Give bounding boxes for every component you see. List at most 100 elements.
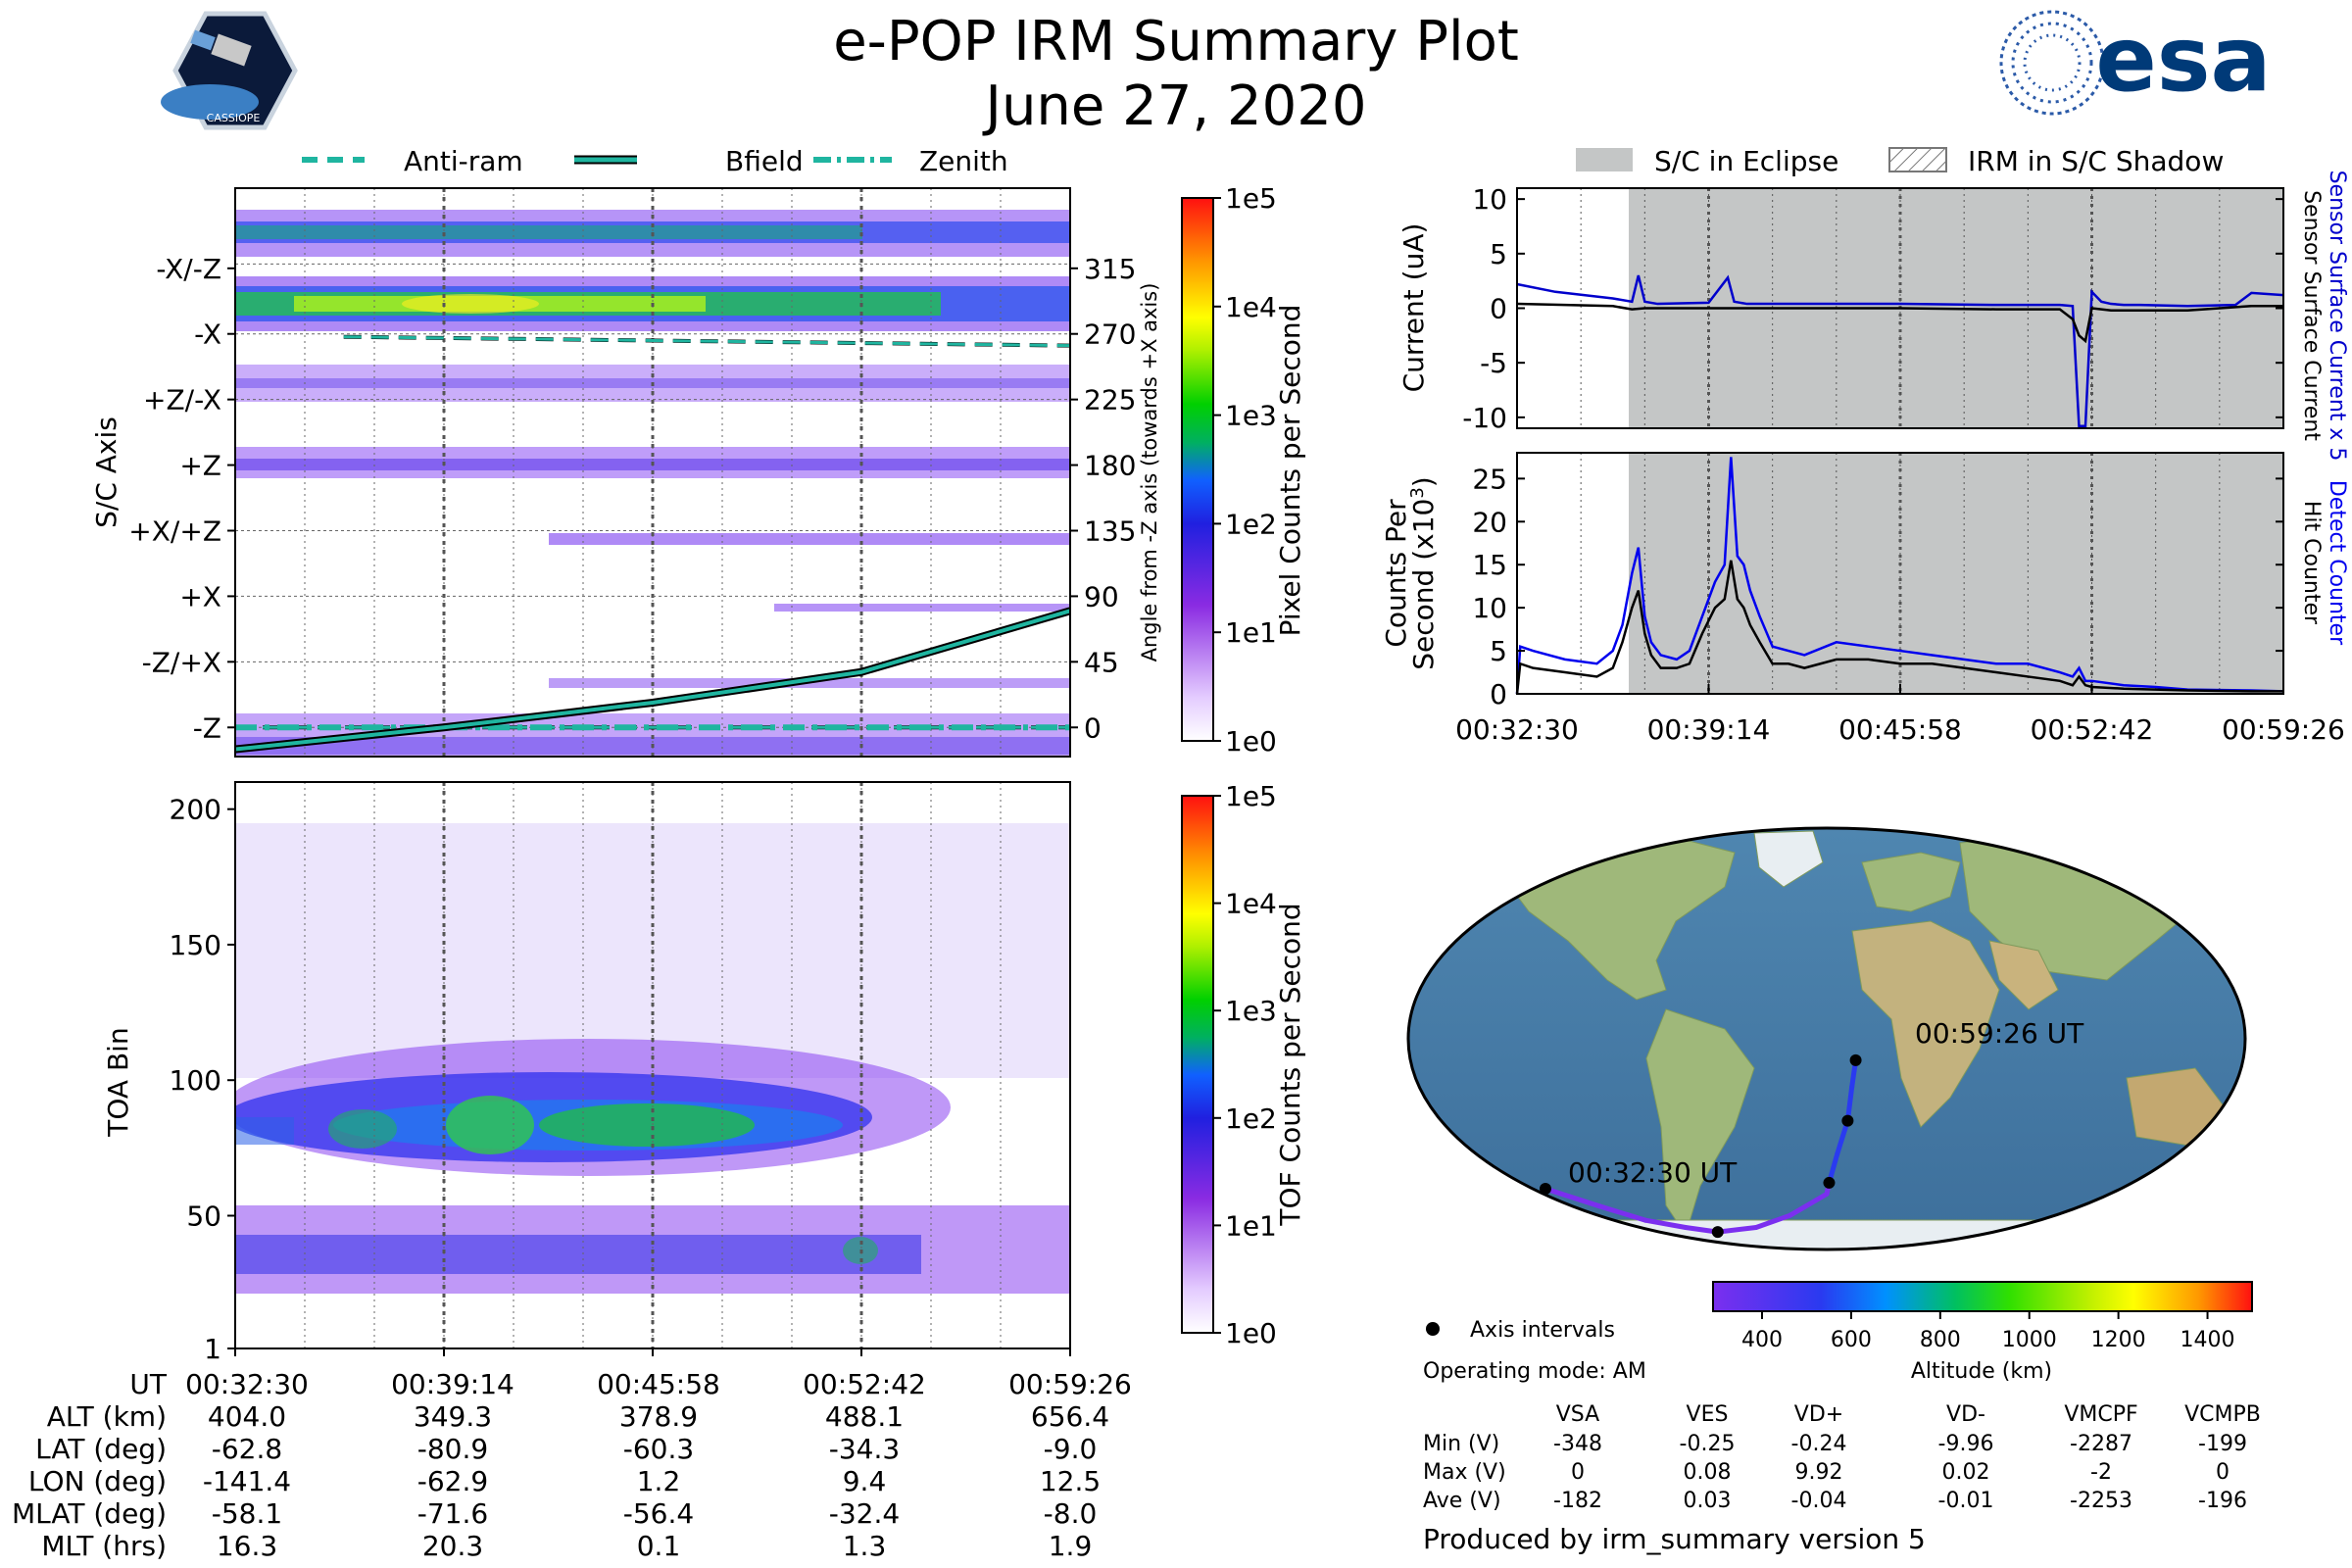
altitude-tick-label: 1000 [2002, 1328, 2057, 1352]
current-lines [1516, 274, 2284, 428]
colorbar-tick-label: 1e3 [1225, 400, 1277, 432]
plot-date: June 27, 2020 [985, 74, 1367, 138]
voltage-row-label: Max (V) [1423, 1460, 1506, 1485]
ephemeris-cell: -141.4 [203, 1465, 291, 1497]
ephemeris-row-label: ALT (km) [47, 1400, 167, 1433]
x-tick-label: 00:52:42 [2031, 713, 2154, 746]
ephemeris-cell: -9.0 [1044, 1433, 1098, 1465]
ephemeris-table: UT 00:32:30 00:39:14 00:45:58 00:52:42 00:59:… [12, 1368, 1132, 1562]
ephemeris-row-label: MLT (hrs) [41, 1530, 167, 1562]
y-tick-label: -10 [1462, 402, 1507, 434]
ephemeris-cell: 20.3 [422, 1530, 483, 1562]
y2-tick-label: 270 [1084, 318, 1136, 351]
ephemeris-cell: -80.9 [417, 1433, 488, 1465]
current-right-label-2: Sensor Surface Current [2299, 190, 2324, 441]
axis-interval-marker [1841, 1114, 1854, 1127]
colorbar-tick-label: 1e3 [1225, 995, 1277, 1027]
voltage-cell: -0.24 [1791, 1432, 1847, 1456]
voltage-cell: 0.02 [1942, 1460, 1990, 1485]
pixel-colorbar: 1e5 1e4 1e3 1e2 1e1 1e0 Pixel Counts per Seco… [1181, 182, 1306, 758]
voltage-column-header: VES [1687, 1402, 1729, 1427]
legend-top-right: S/C in Eclipse IRM in S/C Shadow [1576, 145, 2224, 177]
voltage-cell: -0.04 [1791, 1489, 1847, 1513]
ephemeris-cell: 0.1 [637, 1530, 681, 1562]
ephemeris-row-label: UT [129, 1368, 167, 1400]
esa-logo: esa [1999, 7, 2272, 116]
voltage-row-label: Ave (V) [1423, 1489, 1501, 1513]
colorbar-tick-label: 1e5 [1225, 780, 1277, 812]
ephemeris-cell: 378.9 [619, 1400, 698, 1433]
ephemeris-row-label: LAT (deg) [35, 1433, 167, 1465]
y-tick-label: 20 [1472, 506, 1507, 538]
y-tick-label: -5 [1480, 347, 1507, 379]
plot-title: e-POP IRM Summary Plot [833, 10, 1519, 74]
counts-panel: 0 5 10 15 20 25 00:32:30 00:39:14 00:45:58 00:52… [1380, 452, 2349, 746]
legend-label-zenith: Zenith [919, 145, 1008, 177]
altitude-tick-label: 1400 [2180, 1328, 2235, 1352]
y-tick-label: +Z/-X [143, 384, 221, 416]
ephemeris-cell: 1.3 [843, 1530, 887, 1562]
anti-ram-line [343, 335, 1070, 348]
svg-text:esa: esa [2095, 7, 2271, 112]
orbit-segment [1787, 1191, 1830, 1218]
counts-x-axis: 00:32:30 00:39:14 00:45:58 00:52:42 00:59:26 [1455, 684, 2345, 746]
y2-tick-label: 180 [1084, 450, 1136, 482]
ephemeris-cell: -62.8 [212, 1433, 282, 1465]
ephemeris-cell: 00:45:58 [597, 1368, 720, 1400]
tof-spectrogram-grid [304, 782, 1002, 1348]
y-tick-label: +X/+Z [128, 514, 221, 547]
series-line-1 [1516, 302, 2283, 344]
altitude-tick-label: 400 [1741, 1328, 1783, 1352]
series-line-1 [1515, 560, 2283, 695]
voltage-table: VSA VES VD+ VD- VMCPF VCMPB Min (V) -348 -0.25 -0… [1423, 1402, 2261, 1513]
y2-tick-label: 0 [1084, 711, 1102, 744]
y-tick-label: 150 [170, 929, 221, 961]
voltage-column-header: VD+ [1794, 1402, 1843, 1427]
footer-version: Produced by irm_summary version 5 [1423, 1523, 1926, 1555]
ephemeris-cell: -34.3 [829, 1433, 900, 1465]
counts-right-label-1: Detect Counter [2325, 480, 2349, 646]
colorbar-tick-label: 1e4 [1225, 888, 1277, 920]
ephemeris-cell: 16.3 [217, 1530, 277, 1562]
y-tick-label: 50 [186, 1200, 221, 1232]
y2-tick-label: 315 [1084, 253, 1136, 285]
ephemeris-cell: 00:59:26 [1008, 1368, 1132, 1400]
voltage-row-label: Min (V) [1423, 1432, 1499, 1456]
ephemeris-cell: -60.3 [623, 1433, 694, 1465]
orbit-track [1539, 1054, 1862, 1239]
pixel-spectrogram-overlays [235, 334, 1070, 754]
voltage-cell: -9.96 [1938, 1432, 1994, 1456]
y-tick-label: 200 [170, 794, 221, 826]
ephemeris-cell: -32.4 [829, 1497, 900, 1530]
y-tick-label: -X [194, 318, 221, 351]
ephemeris-row-label: MLAT (deg) [12, 1497, 167, 1530]
axis-interval-marker [1823, 1176, 1836, 1189]
voltage-cell: -348 [1553, 1432, 1602, 1456]
orbit-segment [1642, 1217, 1689, 1230]
ephemeris-cell: 404.0 [208, 1400, 286, 1433]
ephemeris-cell: -58.1 [212, 1497, 282, 1530]
voltage-column-header: VD- [1946, 1402, 1985, 1427]
ephemeris-cell: 12.5 [1040, 1465, 1101, 1497]
voltage-cell: 0.08 [1684, 1460, 1732, 1485]
ephemeris-cell: 9.4 [843, 1465, 887, 1497]
colorbar-tick-label: 1e4 [1225, 291, 1277, 323]
altitude-tick-label: 600 [1831, 1328, 1872, 1352]
colorbar-tick-label: 1e0 [1225, 725, 1277, 758]
colorbar-tick-label: 1e1 [1225, 1209, 1277, 1242]
tof-colorbar: 1e5 1e4 1e3 1e2 1e1 1e0 TOF Counts per Second [1181, 780, 1306, 1349]
ephemeris-cell: -71.6 [417, 1497, 488, 1530]
axis-interval-marker [1539, 1183, 1551, 1196]
orbit-segment [1715, 1224, 1759, 1235]
series-line-0 [1515, 457, 2284, 695]
orbit-segment [1543, 1186, 1601, 1209]
y-tick-label: +X [179, 580, 221, 612]
pixel-spectrogram-y2label: Angle from -Z axis (towards +X axis) [1138, 283, 1161, 662]
axis-intervals-label: Axis intervals [1470, 1318, 1615, 1343]
y-tick-label: -Z/+X [142, 646, 221, 678]
orbit-segment [1595, 1203, 1648, 1223]
y-tick-label: 15 [1472, 549, 1507, 581]
